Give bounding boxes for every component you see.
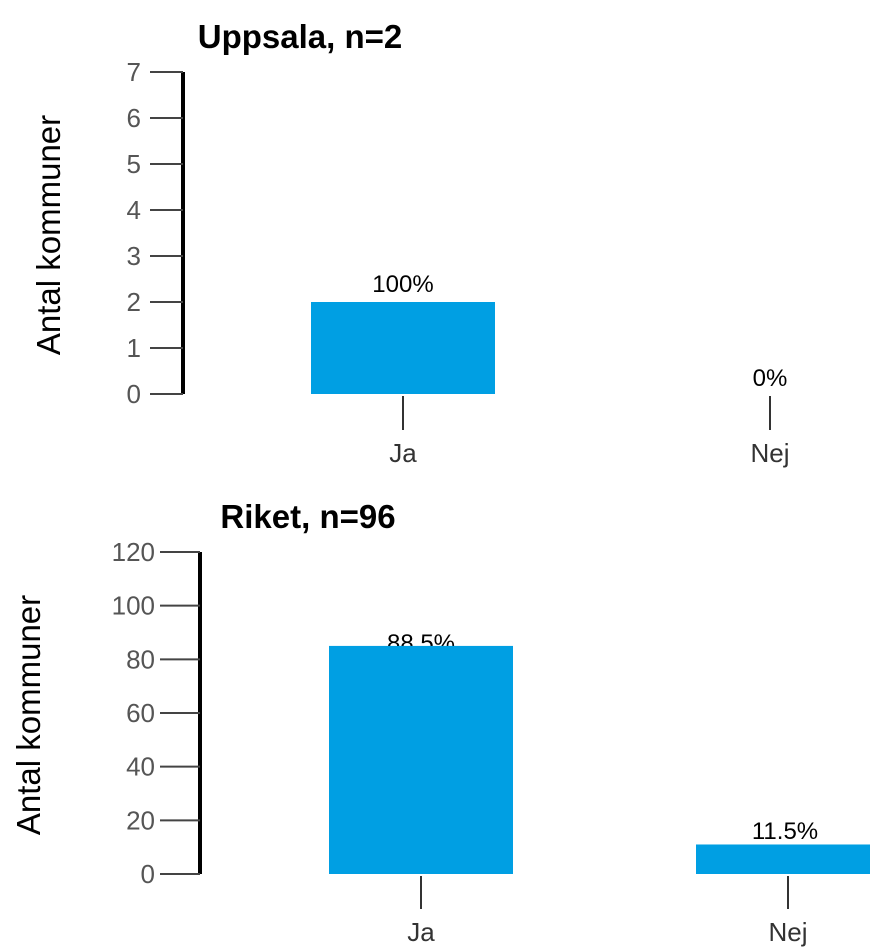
y-tick-label: 40: [126, 752, 155, 782]
y-tick-label: 100: [112, 591, 155, 621]
y-tick-label: 80: [126, 644, 155, 674]
y-tick-label: 5: [127, 149, 141, 179]
x-category-label: Nej: [768, 917, 807, 947]
y-tick-label: 2: [127, 287, 141, 317]
x-category-label: Ja: [389, 438, 417, 468]
bar-data-label: 100%: [372, 271, 433, 298]
y-tick-label: 6: [127, 103, 141, 133]
chart-panel-uppsala: Uppsala, n=2 Antal kommuner Ja Nej 100% …: [30, 18, 790, 468]
bar: [311, 302, 495, 394]
y-tick-label: 4: [127, 195, 141, 225]
bar-data-label: 11.5%: [752, 818, 818, 845]
y-tick-label: 0: [141, 859, 155, 889]
y-tick-label: 20: [126, 805, 155, 835]
x-category-label: Nej: [750, 438, 789, 468]
chart-panel-riket: Riket, n=96 Antal kommuner Ja Nej 88.5% …: [10, 498, 870, 947]
chart-title: Uppsala, n=2: [198, 18, 403, 55]
y-axis-label: Antal kommuner: [30, 115, 67, 355]
y-tick-label: 0: [127, 379, 141, 409]
y-tick-label: 60: [126, 698, 155, 728]
y-tick-label: 120: [112, 537, 155, 567]
x-category-label: Ja: [407, 917, 435, 947]
bar: [696, 844, 870, 874]
chart-title: Riket, n=96: [220, 498, 395, 535]
bar-data-label: 0%: [753, 365, 788, 392]
bar: [329, 645, 513, 874]
y-axis-label: Antal kommuner: [10, 595, 47, 835]
y-tick-label: 7: [127, 57, 141, 87]
y-tick-label: 3: [127, 241, 141, 271]
y-tick-label: 1: [127, 333, 141, 363]
